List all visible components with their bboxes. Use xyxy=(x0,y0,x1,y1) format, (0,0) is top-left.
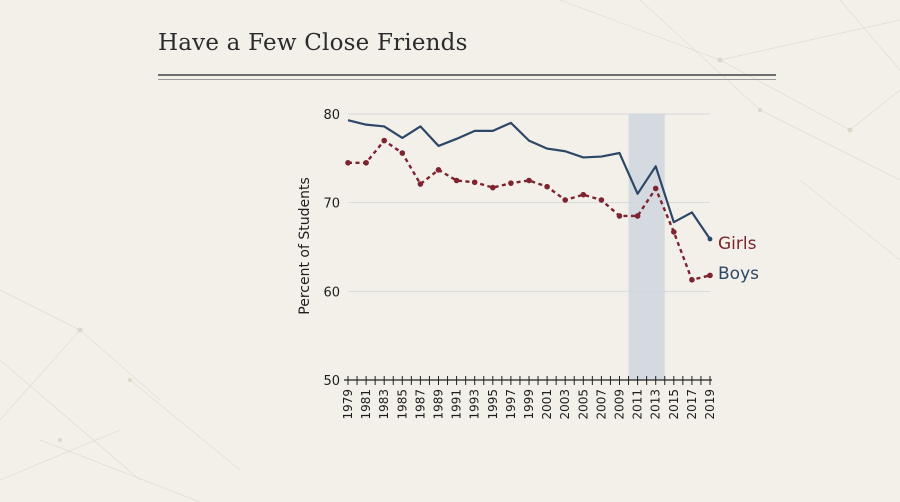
point-girls-1997 xyxy=(508,180,514,186)
series-lines xyxy=(345,119,713,283)
y-axis-title: Percent of Students xyxy=(297,177,313,314)
series-labels: Boys Girls xyxy=(718,234,759,284)
x-tick-label-2017: 2017 xyxy=(685,389,699,420)
title-rule-bottom xyxy=(158,79,776,80)
y-axis-ticks: 50 60 70 80 xyxy=(323,108,340,389)
point-girls-1995 xyxy=(490,184,496,191)
x-tick-label-2015: 2015 xyxy=(667,389,681,420)
x-tick-label-1987: 1987 xyxy=(413,389,427,420)
x-tick-label-2011: 2011 xyxy=(631,389,645,420)
point-girls-2001 xyxy=(544,183,550,190)
y-tick-label-70: 70 xyxy=(323,197,340,212)
point-girls-1991 xyxy=(453,177,460,184)
series-label-boys: Boys xyxy=(718,264,759,284)
point-girls-1983 xyxy=(381,137,388,144)
point-girls-2011 xyxy=(634,213,641,219)
y-tick-label-50: 50 xyxy=(323,374,340,389)
x-tick-label-2013: 2013 xyxy=(649,389,663,420)
x-tick-label-1999: 1999 xyxy=(522,389,536,420)
point-girls-1985 xyxy=(399,150,406,156)
x-tick-label-1997: 1997 xyxy=(504,389,518,420)
point-girls-2013 xyxy=(652,185,659,192)
point-girls-1999 xyxy=(526,177,532,184)
x-axis-ticks: 1979 1981 1983 1985 1987 1989 1991 1993 1995 1997… xyxy=(341,376,717,420)
point-girls-2019 xyxy=(707,272,713,279)
highlight-band-rect xyxy=(628,114,665,380)
x-tick-label-1993: 1993 xyxy=(468,389,482,420)
x-tick-label-1979: 1979 xyxy=(341,389,355,420)
point-girls-1979 xyxy=(345,159,351,166)
point-girls-1987 xyxy=(417,181,424,187)
x-tick-label-1981: 1981 xyxy=(359,389,373,420)
point-girls-2009 xyxy=(616,213,623,219)
point-girls-2005 xyxy=(580,191,587,198)
x-tick-label-2003: 2003 xyxy=(558,389,572,420)
title-rule-top xyxy=(158,74,776,76)
point-girls-1981 xyxy=(363,159,369,166)
x-tick-label-1995: 1995 xyxy=(486,389,500,420)
slide-title: Have a Few Close Friends xyxy=(158,30,468,56)
point-girls-2015 xyxy=(671,229,677,235)
point-girls-2003 xyxy=(562,197,568,203)
x-tick-label-1991: 1991 xyxy=(450,389,464,420)
series-label-girls: Girls xyxy=(718,234,757,254)
x-tick-label-2019: 2019 xyxy=(703,389,717,420)
x-tick-label-1983: 1983 xyxy=(377,389,391,420)
y-tick-label-80: 80 xyxy=(323,108,340,123)
point-girls-2007 xyxy=(598,197,605,203)
x-tick-label-2009: 2009 xyxy=(613,389,627,420)
x-tick-label-2001: 2001 xyxy=(540,389,554,420)
x-tick-label-1985: 1985 xyxy=(395,389,409,420)
x-tick-label-2007: 2007 xyxy=(594,389,608,420)
series-line-boys xyxy=(347,119,711,240)
point-girls-2017 xyxy=(689,277,695,283)
point-girls-1989 xyxy=(435,167,442,173)
highlight-band xyxy=(628,114,665,380)
x-tick-label-2005: 2005 xyxy=(576,389,590,420)
point-boys-2019 xyxy=(707,236,713,242)
point-girls-1993 xyxy=(471,179,478,186)
x-tick-label-1989: 1989 xyxy=(432,389,446,420)
y-tick-label-60: 60 xyxy=(323,285,340,300)
